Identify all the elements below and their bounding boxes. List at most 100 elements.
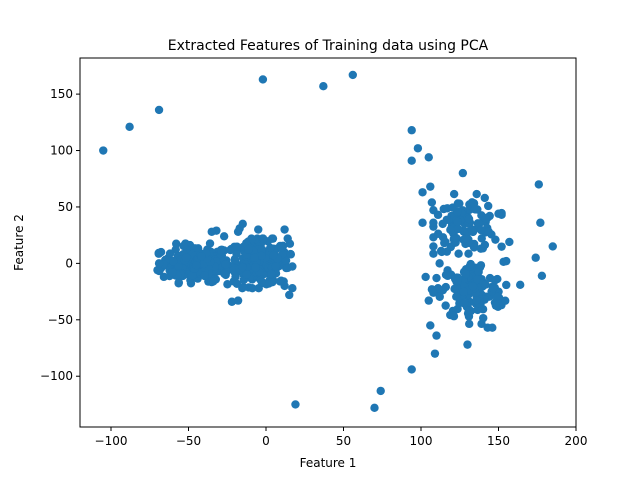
x-tick-label: 50 bbox=[336, 434, 351, 448]
data-point bbox=[348, 70, 357, 80]
data-point bbox=[268, 277, 277, 287]
data-point bbox=[465, 319, 474, 329]
data-point bbox=[188, 271, 197, 280]
data-point bbox=[466, 259, 475, 269]
data-point bbox=[537, 271, 547, 280]
data-point bbox=[238, 262, 247, 272]
data-point bbox=[531, 253, 540, 262]
data-point bbox=[407, 126, 416, 135]
data-point bbox=[450, 284, 459, 294]
data-point bbox=[267, 269, 276, 279]
data-point bbox=[429, 288, 438, 297]
data-point bbox=[455, 199, 464, 208]
data-point bbox=[257, 277, 266, 287]
data-point bbox=[168, 268, 177, 277]
data-point bbox=[254, 225, 263, 234]
data-point bbox=[168, 256, 178, 266]
data-point bbox=[231, 272, 240, 282]
y-tick-label: −50 bbox=[48, 313, 73, 327]
data-point bbox=[219, 232, 229, 241]
data-point bbox=[472, 189, 481, 199]
data-point bbox=[285, 290, 294, 300]
data-point bbox=[319, 82, 328, 91]
data-point bbox=[172, 239, 181, 248]
x-tick-label: 150 bbox=[487, 434, 510, 448]
data-point bbox=[488, 323, 497, 332]
data-point bbox=[474, 267, 483, 277]
data-point bbox=[216, 245, 226, 255]
data-point bbox=[430, 349, 440, 358]
data-point bbox=[429, 218, 438, 227]
data-point bbox=[464, 214, 474, 224]
x-tick-label: 200 bbox=[565, 434, 588, 448]
data-point bbox=[221, 260, 230, 269]
data-point bbox=[154, 248, 163, 258]
data-point bbox=[473, 305, 482, 315]
data-point bbox=[432, 331, 441, 340]
data-point bbox=[502, 256, 511, 266]
data-point bbox=[266, 243, 275, 253]
data-point bbox=[491, 235, 500, 244]
data-point bbox=[461, 233, 471, 243]
data-point bbox=[154, 259, 164, 268]
data-point bbox=[453, 217, 463, 227]
data-point bbox=[258, 75, 268, 84]
data-point bbox=[491, 301, 501, 310]
data-point bbox=[283, 234, 292, 243]
data-point bbox=[464, 249, 473, 258]
data-point bbox=[376, 386, 385, 396]
y-tick-label: −100 bbox=[40, 369, 73, 383]
y-tick-label: 50 bbox=[58, 200, 73, 214]
data-point bbox=[441, 282, 450, 292]
data-point bbox=[453, 224, 463, 234]
data-point bbox=[413, 144, 423, 153]
data-point bbox=[474, 219, 484, 228]
data-point bbox=[421, 272, 430, 282]
axis-ticks: −100 −50 0 50 100 150 200 −100 −50 0 50 100 150 bbox=[40, 87, 587, 448]
data-points bbox=[99, 70, 557, 413]
data-point bbox=[436, 246, 446, 256]
data-point bbox=[429, 249, 438, 258]
data-point bbox=[286, 250, 295, 259]
data-point bbox=[459, 299, 469, 308]
data-point bbox=[441, 301, 450, 310]
data-point bbox=[257, 251, 266, 261]
data-point bbox=[443, 271, 452, 281]
data-point bbox=[459, 287, 468, 297]
data-point bbox=[271, 262, 281, 271]
data-point bbox=[484, 201, 493, 211]
data-point bbox=[407, 365, 416, 374]
data-point bbox=[424, 296, 433, 305]
data-point bbox=[516, 280, 525, 290]
data-point bbox=[467, 225, 477, 234]
x-tick-label: −100 bbox=[95, 434, 128, 448]
data-point bbox=[476, 261, 486, 270]
data-point bbox=[181, 253, 191, 262]
data-point bbox=[288, 284, 297, 293]
y-tick-label: 150 bbox=[50, 87, 73, 101]
data-point bbox=[281, 256, 291, 265]
data-point bbox=[209, 277, 218, 286]
data-point bbox=[280, 225, 289, 234]
data-point bbox=[468, 282, 478, 291]
data-point bbox=[548, 242, 557, 251]
data-point bbox=[473, 275, 482, 284]
data-point bbox=[174, 279, 183, 288]
data-point bbox=[432, 273, 441, 283]
data-point bbox=[476, 244, 486, 253]
y-axis-title: Feature 2 bbox=[12, 214, 26, 271]
data-point bbox=[480, 193, 489, 203]
data-point bbox=[449, 311, 458, 320]
data-point bbox=[426, 182, 435, 191]
data-point bbox=[153, 265, 162, 275]
data-point bbox=[501, 296, 510, 305]
data-point bbox=[283, 263, 292, 273]
data-point bbox=[433, 210, 443, 220]
data-point bbox=[435, 259, 444, 268]
data-point bbox=[438, 219, 447, 229]
data-point bbox=[250, 253, 259, 262]
data-point bbox=[125, 122, 134, 132]
data-point bbox=[233, 296, 243, 305]
